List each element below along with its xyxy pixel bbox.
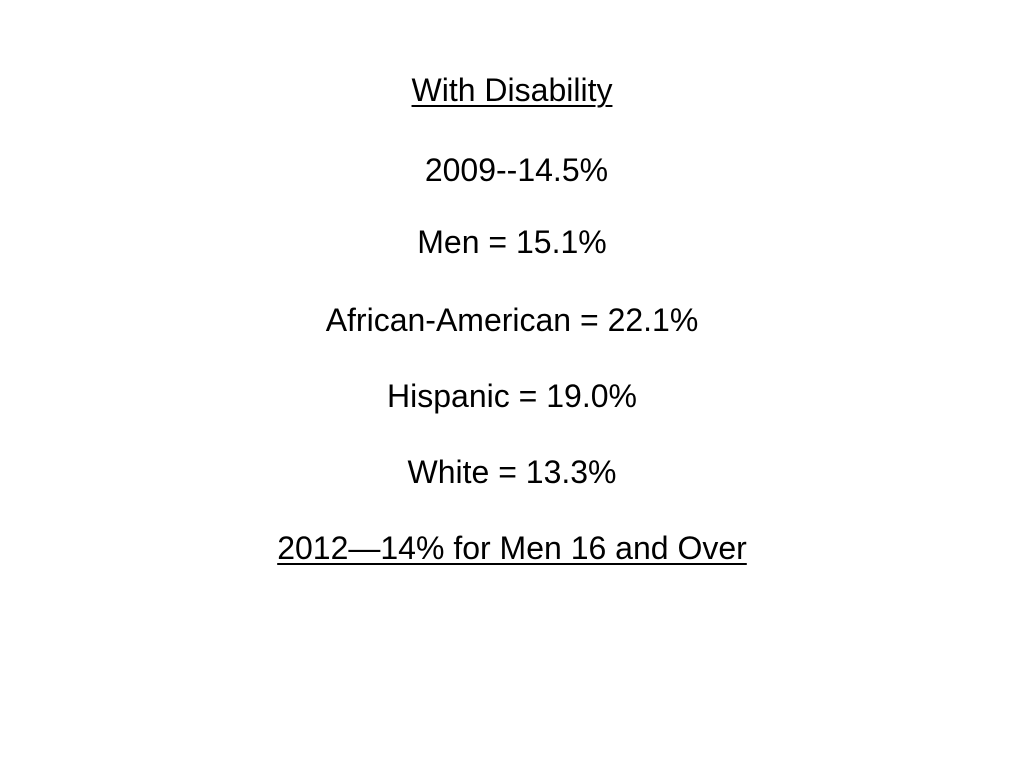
text-line: White = 13.3% bbox=[407, 454, 617, 490]
text-line: 2012—14% for Men 16 and Over bbox=[277, 530, 747, 566]
text-line: Men = 15.1% bbox=[417, 224, 607, 260]
text-line: 2009--14.5% bbox=[415, 152, 609, 188]
text-line: Hispanic = 19.0% bbox=[387, 378, 637, 414]
text-line: African-American = 22.1% bbox=[325, 302, 699, 338]
text-line: With Disability bbox=[411, 72, 613, 108]
